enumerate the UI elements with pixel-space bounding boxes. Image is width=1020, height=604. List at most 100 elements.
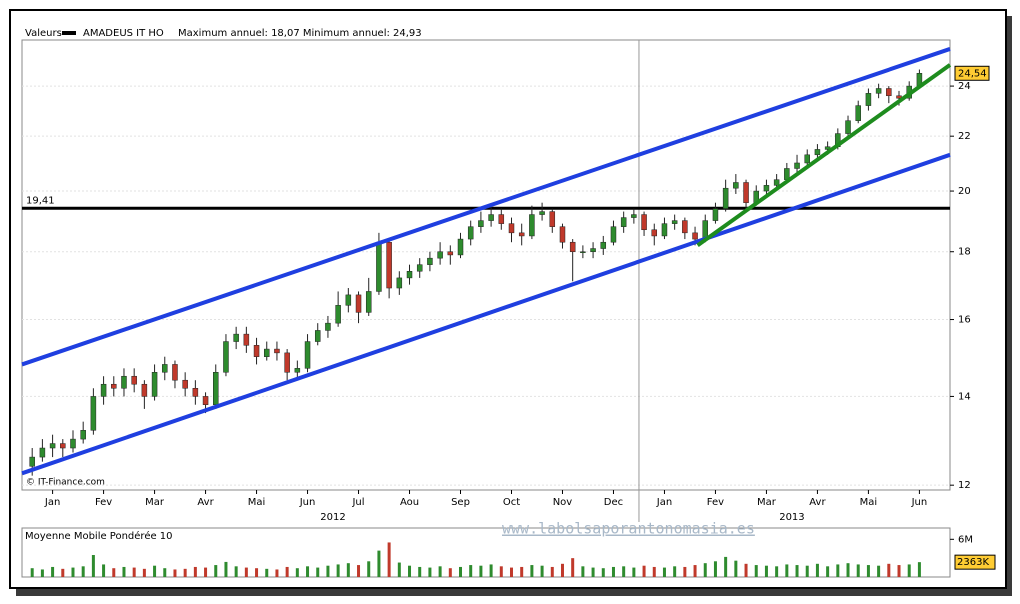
volume-bar — [866, 565, 870, 577]
volume-bar — [224, 561, 228, 577]
volume-bar — [815, 563, 819, 577]
volume-bar — [907, 564, 911, 577]
candle-body — [111, 383, 117, 389]
x-tick-label: Sep — [451, 497, 470, 508]
volume-bar — [601, 568, 605, 577]
y-tick-label: 22 — [958, 131, 971, 142]
candle-body — [498, 214, 505, 224]
volume-bar — [40, 569, 44, 577]
volume-bar — [917, 562, 921, 577]
candle-body — [314, 330, 321, 342]
volume-bar — [693, 565, 697, 577]
volume-bar — [550, 566, 554, 577]
candle-body — [518, 232, 525, 237]
volume-bar — [61, 568, 65, 577]
x-tick-label: Mai — [860, 497, 878, 508]
volume-bar — [153, 565, 157, 577]
volume-bar — [877, 565, 881, 577]
candle-body — [365, 291, 372, 313]
y-tick-label: 12 — [958, 480, 971, 491]
x-tick-label: Avr — [809, 497, 826, 508]
trend-line — [21, 47, 951, 367]
volume-bar — [724, 556, 728, 577]
candle-body — [539, 211, 545, 215]
y-tick-label: 18 — [958, 247, 971, 258]
volume-bar — [71, 567, 75, 577]
legend-label: Valeurs — [25, 28, 62, 39]
volume-bar — [183, 568, 187, 577]
candle-body — [804, 154, 810, 164]
volume-bar — [744, 563, 748, 577]
volume-bar — [91, 555, 95, 577]
volume-bar — [520, 566, 524, 577]
candle-body — [631, 214, 637, 218]
candle-body — [488, 214, 494, 221]
volume-bar — [581, 566, 585, 577]
candle-body — [213, 372, 219, 405]
candle-body — [722, 187, 729, 209]
volume-bar — [540, 565, 544, 577]
volume-bar — [367, 561, 371, 577]
candle-body — [253, 345, 260, 357]
volume-bar — [214, 565, 218, 577]
y-tick-label: 20 — [958, 186, 971, 197]
candle-body — [325, 322, 331, 331]
volume-bar — [459, 566, 463, 577]
x-tick-label: Jun — [299, 497, 316, 508]
candle-body — [376, 241, 382, 292]
volume-bar — [469, 565, 473, 577]
volume-bar — [142, 568, 146, 577]
candle-body — [294, 368, 301, 373]
candle-body — [100, 383, 107, 397]
volume-bar — [642, 565, 646, 577]
volume-bar — [285, 566, 289, 577]
volume-bar — [683, 566, 687, 577]
candle-body — [763, 185, 770, 192]
candle-body — [641, 214, 647, 231]
volume-bar — [489, 564, 493, 577]
volume-bar — [132, 567, 136, 577]
candle-body — [151, 372, 158, 397]
credit: © IT-Finance.com — [26, 478, 105, 488]
volume-bar — [387, 542, 391, 577]
candle-body — [508, 223, 515, 234]
volume-bar — [438, 566, 442, 577]
x-tick-label: Oct — [503, 497, 520, 508]
volume-bar — [499, 566, 503, 577]
candle-body — [661, 223, 668, 237]
volume-bar — [122, 566, 126, 577]
volume-bar — [836, 564, 840, 577]
volume-bar — [377, 550, 381, 577]
y-tick-label: 14 — [958, 391, 971, 402]
watermark[interactable]: www.labolsaporantonomasia.es — [502, 520, 755, 538]
volume-bar — [560, 563, 564, 577]
volume-bar — [265, 568, 269, 577]
candle-body — [733, 182, 739, 189]
plot-area — [21, 39, 951, 491]
x-tick-label: Fev — [95, 497, 112, 508]
candle-body — [875, 88, 882, 94]
volume-bar — [856, 564, 860, 577]
candle-body — [896, 95, 902, 99]
candle-body — [824, 146, 831, 150]
volume-bar — [826, 566, 830, 577]
x-tick-label: Jan — [656, 497, 672, 508]
volume-bar — [652, 566, 656, 577]
volume-bar — [408, 565, 412, 577]
candle-body — [304, 341, 311, 369]
volume-bar — [571, 558, 575, 577]
subtitle: Maximum annuel: 18,07 Minimum annuel: 24… — [178, 28, 422, 39]
volume-bar — [897, 565, 901, 577]
candle-body — [569, 241, 576, 252]
volume-bar — [204, 567, 208, 577]
volume-bar — [703, 563, 707, 577]
x-tick-label: Mar — [145, 497, 165, 508]
candle-body — [70, 438, 76, 449]
volume-bar — [805, 565, 809, 577]
volume-bar — [632, 567, 636, 577]
candle-body — [814, 149, 821, 156]
volume-bar — [754, 565, 758, 577]
candle-body — [90, 396, 97, 431]
volume-area — [21, 527, 951, 578]
